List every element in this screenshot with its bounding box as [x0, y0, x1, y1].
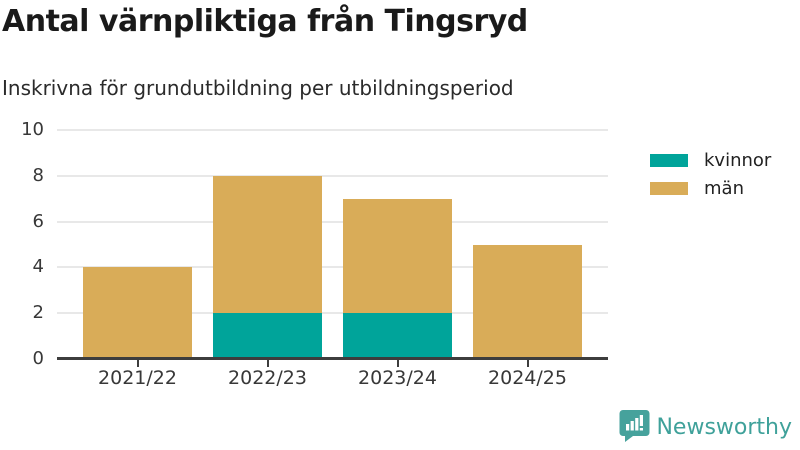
- y-tick-label: 6: [32, 210, 44, 232]
- y-tick-label: 0: [32, 348, 44, 369]
- gridline: [57, 312, 608, 315]
- y-tick-label: 2: [32, 302, 44, 324]
- gridline: [57, 174, 608, 177]
- x-tick-mark: [396, 360, 399, 367]
- legend-swatch-män: [650, 181, 688, 195]
- bar-segment-kvinnor-2023-24: [343, 313, 452, 359]
- legend-swatch-kvinnor: [650, 153, 688, 167]
- chart-subtitle: Inskrivna för grundutbildning per utbild…: [2, 76, 514, 100]
- x-tick-mark: [136, 360, 139, 367]
- legend-row-män: män: [650, 174, 771, 202]
- brand-footer: Newsworthy: [619, 409, 792, 446]
- x-tick-mark: [266, 360, 269, 367]
- x-tick-label: 2024/25: [488, 367, 567, 389]
- x-axis-line: [57, 357, 608, 360]
- bar-segment-män-2021-22: [83, 267, 192, 359]
- bar-segment-män-2024-25: [473, 244, 582, 359]
- bar-segment-män-2023-24: [343, 198, 452, 314]
- gridline: [57, 220, 608, 223]
- plot-area: [57, 129, 608, 359]
- legend-row-kvinnor: kvinnor: [650, 146, 771, 174]
- gridline: [57, 266, 608, 269]
- legend-label-män: män: [704, 177, 744, 199]
- chart-title: Antal värnpliktiga från Tingsryd: [2, 4, 528, 39]
- y-tick-label: 4: [32, 256, 44, 278]
- bar-segment-kvinnor-2022-23: [213, 313, 322, 359]
- y-tick-label: 8: [32, 164, 44, 186]
- legend: kvinnor män: [650, 146, 771, 202]
- legend-label-kvinnor: kvinnor: [704, 149, 772, 171]
- x-tick-mark: [526, 360, 529, 367]
- brand-name: Newsworthy: [656, 415, 792, 440]
- x-tick-label: 2021/22: [98, 367, 177, 389]
- gridline: [57, 129, 608, 131]
- x-tick-label: 2023/24: [358, 367, 437, 389]
- y-tick-label: 10: [21, 119, 44, 140]
- bar-segment-män-2022-23: [213, 175, 322, 314]
- x-tick-label: 2022/23: [228, 367, 307, 389]
- bar-chart-speech-bubble-icon: [619, 409, 650, 446]
